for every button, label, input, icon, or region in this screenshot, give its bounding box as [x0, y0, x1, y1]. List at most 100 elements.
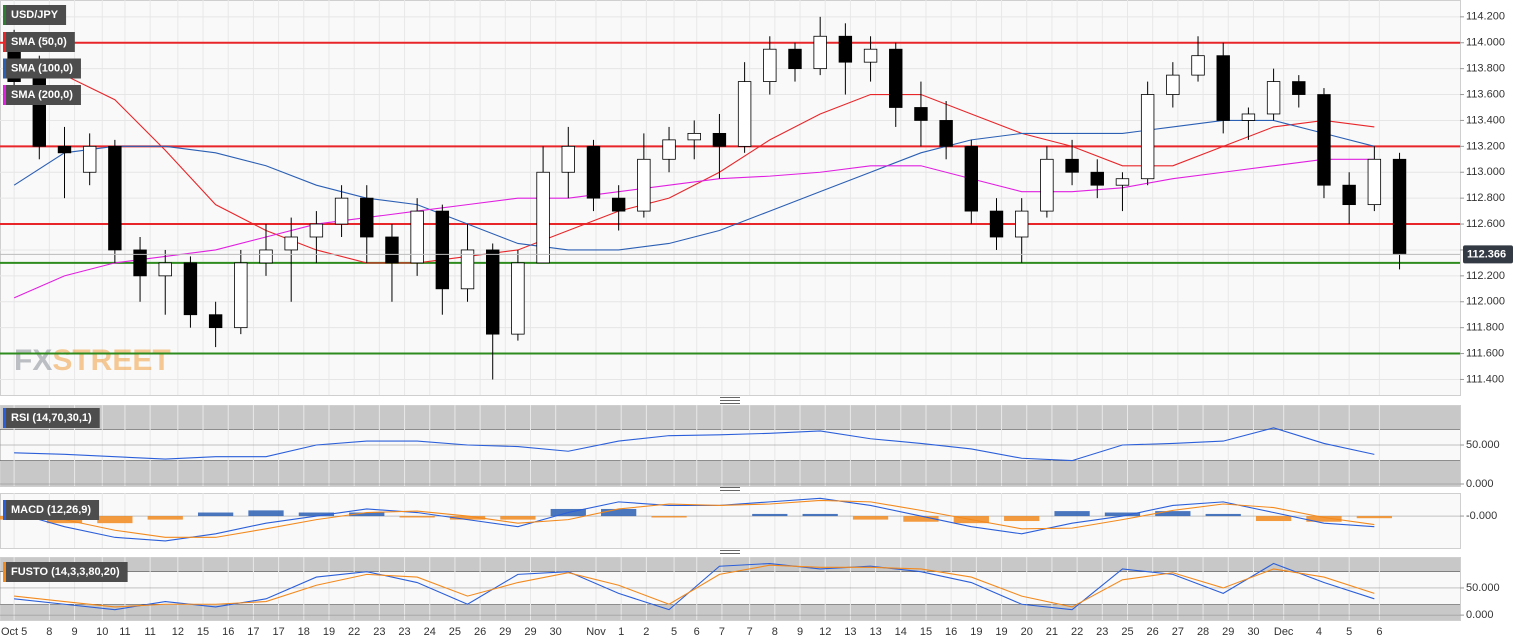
- last-price-label: 112.366: [1467, 248, 1506, 260]
- y-tick-label: 113.600: [1466, 88, 1505, 100]
- candle-body: [1065, 158, 1079, 173]
- candle-body: [813, 35, 827, 70]
- candle-body: [939, 120, 953, 147]
- candle-body: [108, 145, 122, 251]
- x-tick-label: 17: [272, 626, 284, 638]
- histogram-bar: [500, 516, 536, 520]
- histogram-bar: [752, 513, 788, 517]
- panel-handles: [720, 397, 740, 554]
- label-stripe: [3, 58, 6, 79]
- x-tick-label: 29: [524, 626, 536, 638]
- x-tick-label: 27: [1172, 626, 1184, 638]
- label-text: USD/JPY: [11, 9, 59, 21]
- candle-body: [1292, 81, 1306, 95]
- panel-bg: [0, 493, 1461, 549]
- histogram-bar: [651, 516, 687, 518]
- y-tick-label: 0.000: [1466, 609, 1494, 621]
- x-tick-label: 17: [247, 626, 259, 638]
- watermark: FXSTREET: [14, 344, 171, 377]
- candle-body: [183, 262, 198, 316]
- x-tick-label: 24: [424, 626, 436, 638]
- candle-body: [133, 249, 147, 277]
- histogram-bar: [1255, 516, 1292, 522]
- x-tick-label: 2: [643, 626, 649, 638]
- histogram-bar: [399, 516, 435, 518]
- y-tick-label: 113.200: [1466, 140, 1505, 152]
- candle-body: [360, 197, 374, 238]
- x-tick-label: 15: [920, 626, 932, 638]
- x-tick-label: 11: [144, 626, 155, 638]
- y-tick-label: 113.400: [1466, 114, 1505, 126]
- candle-body: [637, 158, 651, 212]
- label-bg: [3, 562, 128, 582]
- x-tick-label: 8: [46, 626, 52, 638]
- last-price-bg: [1463, 245, 1513, 264]
- x-tick-label: 22: [348, 626, 360, 638]
- x-tick-label: 8: [772, 626, 778, 638]
- band-low: [1, 604, 1460, 620]
- label-stripe: [3, 85, 6, 105]
- x-tick-label: 15: [197, 626, 209, 638]
- y-tick-label: 112.600: [1466, 218, 1505, 230]
- x-tick-label: 22: [1071, 626, 1083, 638]
- candle-body: [158, 262, 172, 277]
- histogram-bar: [802, 513, 838, 517]
- x-tick-label: 1: [618, 626, 624, 638]
- candle-body: [611, 197, 626, 212]
- band-high: [1, 406, 1460, 430]
- macd-line: [13, 497, 1375, 542]
- histogram-bar: [1205, 513, 1241, 517]
- histogram-bar: [298, 512, 335, 517]
- x-tick-label: Nov: [586, 626, 606, 638]
- candle-body: [889, 48, 903, 108]
- candle-body: [863, 48, 878, 63]
- histogram-bar: [248, 510, 284, 517]
- y-tick-label: 113.000: [1466, 166, 1505, 178]
- candle-body: [662, 139, 676, 160]
- y-tick-label: 50.000: [1466, 439, 1500, 451]
- histogram-bar: [147, 516, 183, 520]
- label-text: FUSTO (14,3,3,80,20): [11, 566, 120, 578]
- histogram-bar: [852, 516, 889, 520]
- candle-body: [208, 314, 223, 329]
- histogram-bar: [1356, 516, 1392, 519]
- candle-body: [1216, 55, 1230, 121]
- histogram-bar: [903, 516, 939, 522]
- candle-body: [435, 210, 450, 290]
- histogram-bar: [1155, 511, 1191, 517]
- label-box: MACD (12,26,9): [3, 500, 100, 520]
- x-tick-label: 29: [499, 626, 511, 638]
- label-bg: [3, 408, 100, 428]
- x-tick-label: 14: [895, 626, 907, 638]
- label-stripe: [3, 500, 6, 520]
- histogram-bar: [1054, 511, 1090, 517]
- label-stripe: [3, 5, 6, 25]
- candle-body: [410, 210, 424, 264]
- x-tick-label: 5: [1346, 626, 1352, 638]
- candle-body: [32, 68, 46, 147]
- x-tick-label: 30: [550, 626, 562, 638]
- y-tick-label: 114.200: [1466, 11, 1505, 23]
- candle-body: [737, 81, 752, 147]
- band-low: [1, 460, 1460, 486]
- x-tick-label: 10: [96, 626, 108, 638]
- candle-body: [486, 249, 500, 335]
- label-text: SMA (100,0): [11, 62, 73, 74]
- candle-body: [1342, 184, 1356, 206]
- label-box: SMA (200,0): [3, 85, 81, 105]
- label-bg: [3, 85, 81, 105]
- candle-body: [334, 197, 349, 225]
- candle-body: [1040, 158, 1054, 212]
- candle-body: [1367, 158, 1382, 206]
- x-tick-label: 6: [1376, 626, 1382, 638]
- x-tick-label: 18: [298, 626, 310, 638]
- candle-body: [259, 249, 273, 264]
- watermark-fx: FX: [14, 344, 52, 377]
- candle-body: [1166, 74, 1180, 95]
- x-tick-label: 28: [1197, 626, 1209, 638]
- candle-body: [964, 145, 979, 212]
- y-tick-label: 111.400: [1466, 373, 1504, 385]
- label-box: FUSTO (14,3,3,80,20): [3, 562, 128, 582]
- x-tick-label: 16: [945, 626, 957, 638]
